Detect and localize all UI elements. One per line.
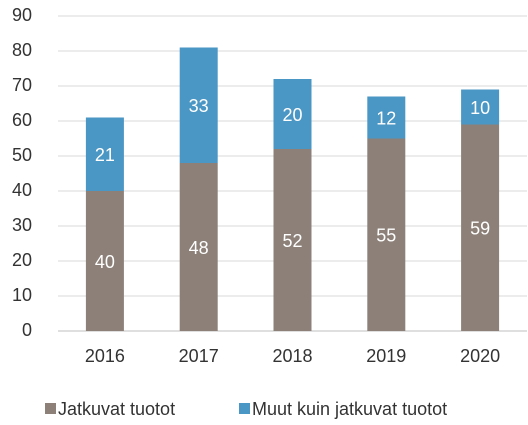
data-label: 21 [95,145,115,165]
bar-segment [179,163,218,331]
legend-swatch [45,403,56,414]
x-tick-label: 2016 [85,346,125,366]
y-tick-label: 30 [12,215,32,235]
y-tick-label: 70 [12,75,32,95]
data-label: 59 [470,219,490,239]
data-label: 12 [376,108,396,128]
x-tick-label: 2019 [366,346,406,366]
y-tick-label: 0 [22,320,32,340]
bar-segment [85,117,124,191]
y-tick-label: 20 [12,250,32,270]
y-tick-label: 90 [12,5,32,25]
bar-segment [273,149,312,331]
data-label: 52 [282,231,302,251]
y-tick-label: 40 [12,180,32,200]
data-label: 33 [189,96,209,116]
legend-swatch [239,403,250,414]
y-tick-label: 50 [12,145,32,165]
bar-segment [461,124,500,331]
data-label: 48 [189,238,209,258]
y-tick-label: 80 [12,40,32,60]
y-tick-label: 60 [12,110,32,130]
bar-segment [85,191,124,331]
legend-label: Muut kuin jatkuvat tuotot [252,399,447,419]
data-label: 10 [470,98,490,118]
data-label: 40 [95,252,115,272]
x-tick-label: 2018 [272,346,312,366]
bar-segment [179,47,218,163]
x-tick-label: 2020 [460,346,500,366]
x-tick-label: 2017 [179,346,219,366]
bar-segment [273,79,312,149]
data-label: 55 [376,226,396,246]
y-tick-label: 10 [12,285,32,305]
legend-label: Jatkuvat tuotot [58,399,175,419]
bar-segment [367,96,406,139]
data-label: 20 [282,105,302,125]
bar-segment [367,138,406,331]
bar-segment [461,89,500,125]
